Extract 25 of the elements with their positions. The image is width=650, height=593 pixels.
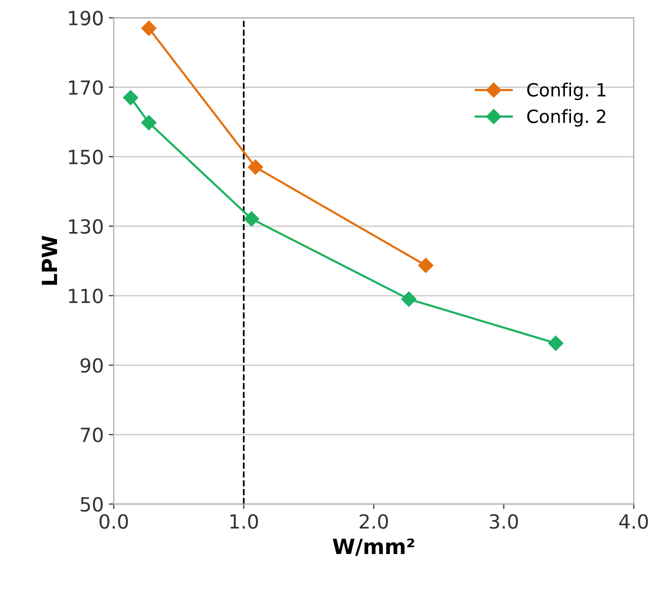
point — [141, 115, 156, 130]
y-axis-title: LPW — [42, 236, 58, 285]
x-tick-label: 4.0 — [619, 514, 648, 529]
y-tick-label: 170 — [69, 80, 103, 95]
point — [401, 292, 416, 307]
x-axis-title: W/mm² — [332, 538, 414, 556]
y-tick-label: 50 — [80, 497, 103, 512]
x-tick-label: 3.0 — [490, 514, 518, 529]
y-tick-label: 110 — [69, 288, 103, 304]
legend-label: Config. 1 — [527, 82, 606, 100]
point — [248, 160, 264, 175]
y-tick-label: 70 — [80, 428, 103, 442]
point — [141, 20, 156, 36]
x-tick-label: 2.0 — [360, 514, 388, 529]
y-tick-label: 130 — [69, 219, 103, 234]
point — [548, 336, 564, 351]
point — [123, 90, 138, 106]
legend-label: Config. 2 — [527, 109, 606, 127]
x-tick-label: 1.0 — [230, 514, 258, 529]
point — [244, 211, 260, 226]
y-tick-label: 150 — [69, 150, 103, 164]
point — [418, 258, 434, 274]
y-tick-label: 90 — [80, 358, 103, 373]
y-tick-label: 190 — [69, 10, 103, 26]
x-tick-label: 0.0 — [100, 514, 128, 529]
